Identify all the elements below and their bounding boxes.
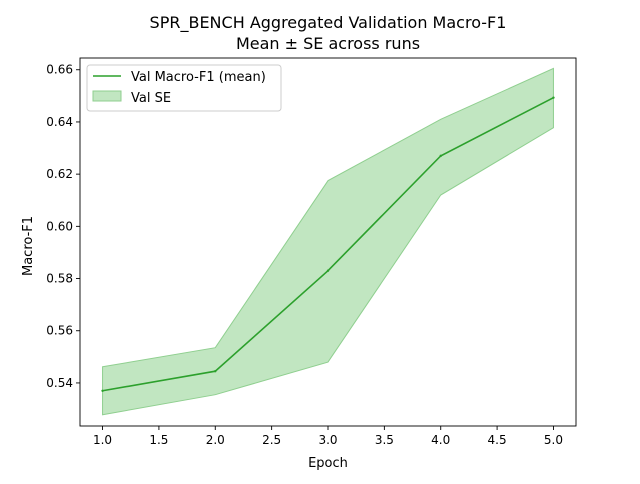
y-tick-label: 0.66 xyxy=(46,63,73,77)
legend: Val Macro-F1 (mean) Val SE xyxy=(86,64,282,112)
mean-point xyxy=(552,96,555,99)
legend-label-se: Val SE xyxy=(131,91,171,106)
y-tick-label: 0.58 xyxy=(46,272,73,286)
chart-title: SPR_BENCH Aggregated Validation Macro-F1 xyxy=(150,13,507,33)
y-axis-label: Macro-F1 xyxy=(21,216,36,276)
x-tick-label: 4.0 xyxy=(431,433,450,447)
y-tick-label: 0.56 xyxy=(46,324,73,338)
chart-subtitle: Mean ± SE across runs xyxy=(236,34,420,53)
y-tick-label: 0.64 xyxy=(46,115,73,129)
x-tick-label: 3.5 xyxy=(375,433,394,447)
x-tick-label: 2.5 xyxy=(262,433,281,447)
legend-box xyxy=(86,64,282,112)
mean-point xyxy=(214,369,217,373)
x-tick-label: 1.0 xyxy=(93,433,112,447)
plot-area xyxy=(101,67,555,416)
x-tick-label: 2.0 xyxy=(206,433,225,447)
y-tick-label: 0.60 xyxy=(46,219,73,233)
mean-point xyxy=(326,269,330,272)
mean-point xyxy=(439,154,442,158)
x-tick-label: 1.5 xyxy=(149,433,168,447)
mean-point xyxy=(101,389,104,392)
legend-label-mean: Val Macro-F1 (mean) xyxy=(131,70,266,85)
x-axis-ticks: 1.0 1.5 2.0 2.5 3.0 3.5 4.0 4.5 5.0 xyxy=(93,426,563,447)
x-tick-label: 5.0 xyxy=(544,433,563,447)
x-tick-label: 3.0 xyxy=(318,433,337,447)
y-tick-label: 0.54 xyxy=(46,376,73,390)
x-axis-label: Epoch xyxy=(308,456,348,471)
legend-band-swatch xyxy=(92,90,122,102)
y-tick-label: 0.62 xyxy=(46,167,73,181)
y-axis-ticks: 0.54 0.56 0.58 0.60 0.62 0.64 0.66 xyxy=(46,63,80,390)
x-tick-label: 4.5 xyxy=(488,433,507,447)
